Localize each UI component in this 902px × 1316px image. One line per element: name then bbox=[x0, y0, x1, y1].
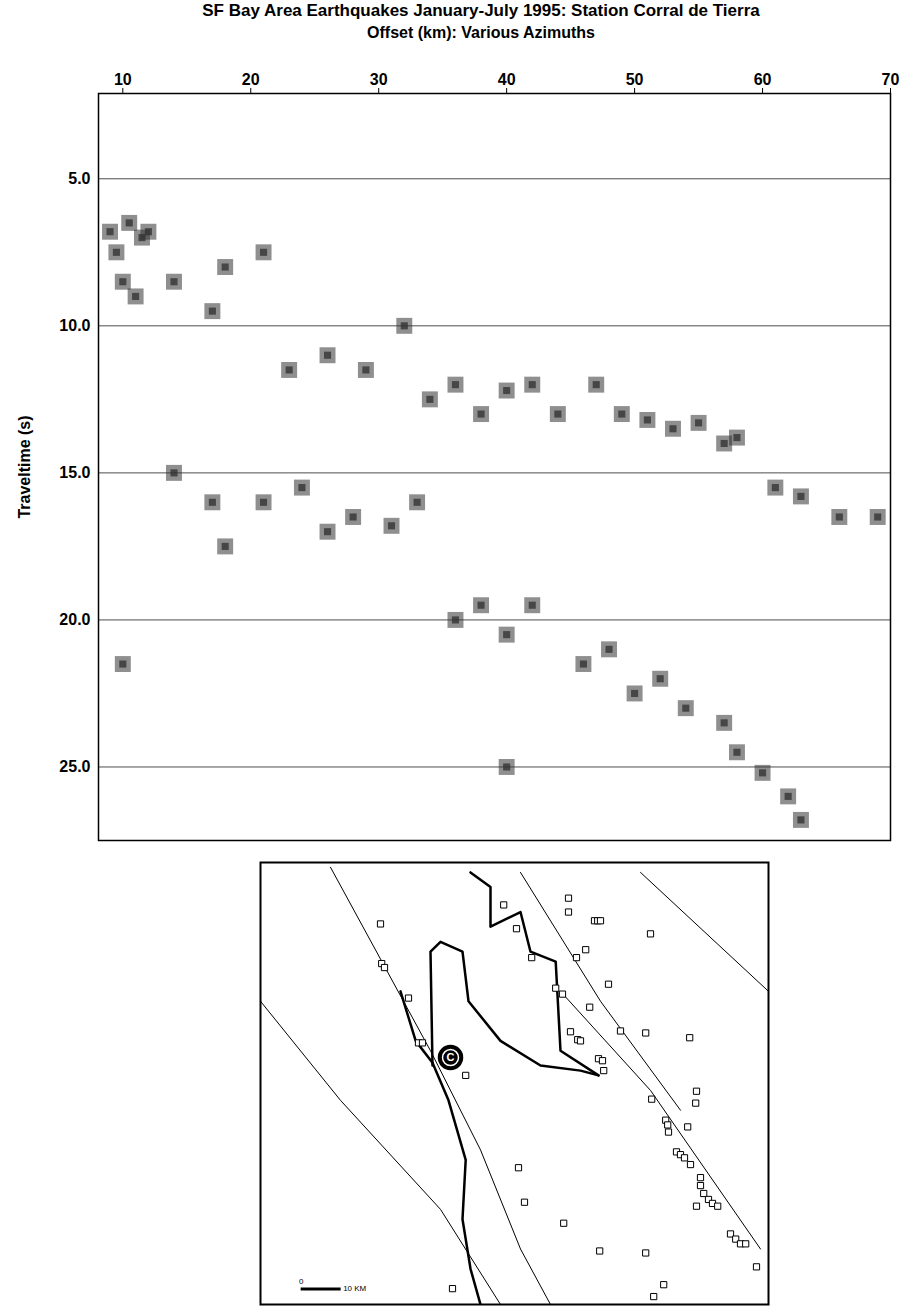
svg-text:10 KM: 10 KM bbox=[343, 1284, 366, 1293]
svg-text:70: 70 bbox=[882, 71, 900, 88]
svg-text:50: 50 bbox=[626, 71, 644, 88]
svg-text:25.0: 25.0 bbox=[59, 758, 90, 775]
svg-text:60: 60 bbox=[754, 71, 772, 88]
html-text:SF Bay Area Earthquakes Januar: SF Bay Area Earthquakes January-July 199… bbox=[202, 1, 760, 20]
svg-text:20.0: 20.0 bbox=[59, 611, 90, 628]
svg-text:15.0: 15.0 bbox=[59, 464, 90, 481]
svg-text:0: 0 bbox=[299, 1277, 304, 1286]
svg-text:C: C bbox=[447, 1051, 455, 1063]
svg-text:Traveltime (s): Traveltime (s) bbox=[16, 415, 33, 518]
html-text:Offset (km): Various Azimuths: Offset (km): Various Azimuths bbox=[367, 24, 595, 41]
svg-text:20: 20 bbox=[242, 71, 260, 88]
svg-text:5.0: 5.0 bbox=[68, 170, 90, 187]
svg-text:10.0: 10.0 bbox=[59, 317, 90, 334]
svg-text:30: 30 bbox=[370, 71, 388, 88]
svg-text:40: 40 bbox=[498, 71, 516, 88]
svg-text:10: 10 bbox=[114, 71, 132, 88]
